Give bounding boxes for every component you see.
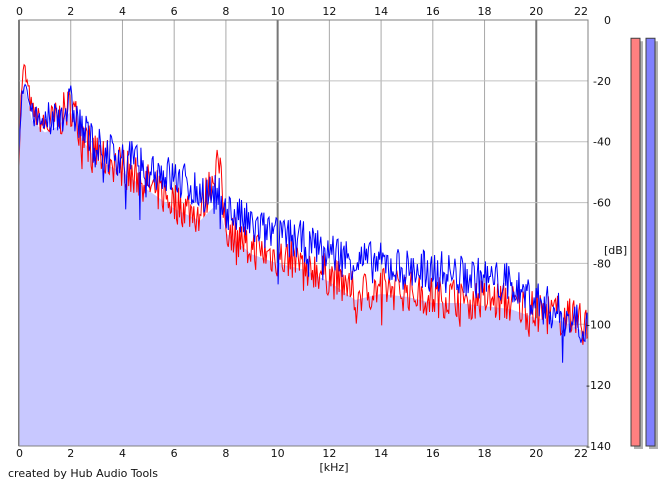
spectrum-lines	[18, 63, 589, 363]
x-tick-label: 10	[271, 447, 285, 460]
level-meter-bar	[645, 37, 656, 447]
x-tick-label: 12	[322, 447, 336, 460]
x-tick-label: 0	[16, 5, 23, 18]
x-tick-label: 18	[478, 447, 492, 460]
spectrum-fill	[19, 84, 588, 447]
y-tick-label: -40	[593, 136, 611, 149]
x-tick-label: 14	[374, 447, 388, 460]
y-tick-label: -140	[586, 440, 611, 453]
x-tick-label: 16	[426, 5, 440, 18]
y-tick-label: -80	[593, 257, 611, 270]
plot-frame	[18, 19, 589, 447]
x-tick-label: 20	[529, 5, 543, 18]
y-tick-labels: 0 -20 -40 -60 -80 -100 -120 -140	[586, 14, 611, 453]
x-tick-labels-bottom: 0 2 4 6 8 10 12 14 16 18 20 22	[16, 447, 588, 460]
x-tick-labels-top: 0 2 4 6 8 10 12 14 16 18 20 22	[16, 5, 588, 18]
y-tick-label: -120	[586, 379, 611, 392]
x-tick-label: 4	[119, 447, 126, 460]
x-tick-label: 20	[529, 447, 543, 460]
x-tick-label: 10	[271, 5, 285, 18]
y-tick-label: -100	[586, 318, 611, 331]
credit-text: created by Hub Audio Tools	[8, 467, 158, 480]
x-tick-label: 22	[574, 447, 588, 460]
y-tick-label: -20	[593, 75, 611, 88]
spectrum-fill-area	[19, 84, 588, 447]
x-tick-label: 2	[67, 5, 74, 18]
x-tick-label: 6	[171, 447, 178, 460]
level-meter-bar	[630, 37, 641, 447]
x-tick-label: 8	[222, 447, 229, 460]
y-axis-label: [dB]	[604, 244, 627, 257]
x-tick-label: 0	[16, 447, 23, 460]
x-tick-label: 18	[478, 5, 492, 18]
x-tick-label: 8	[222, 5, 229, 18]
series-line-blue	[18, 83, 589, 363]
x-axis-label: [kHz]	[320, 461, 349, 474]
x-tick-label: 14	[374, 5, 388, 18]
y-tick-label: -60	[593, 197, 611, 210]
x-tick-label: 4	[119, 5, 126, 18]
x-tick-label: 16	[426, 447, 440, 460]
x-tick-label: 2	[67, 447, 74, 460]
y-tick-label: 0	[604, 14, 611, 27]
x-tick-label: 12	[322, 5, 336, 18]
x-tick-label: 6	[171, 5, 178, 18]
series-line-red	[18, 63, 589, 345]
x-tick-label: 22	[574, 5, 588, 18]
level-meters	[630, 37, 658, 449]
